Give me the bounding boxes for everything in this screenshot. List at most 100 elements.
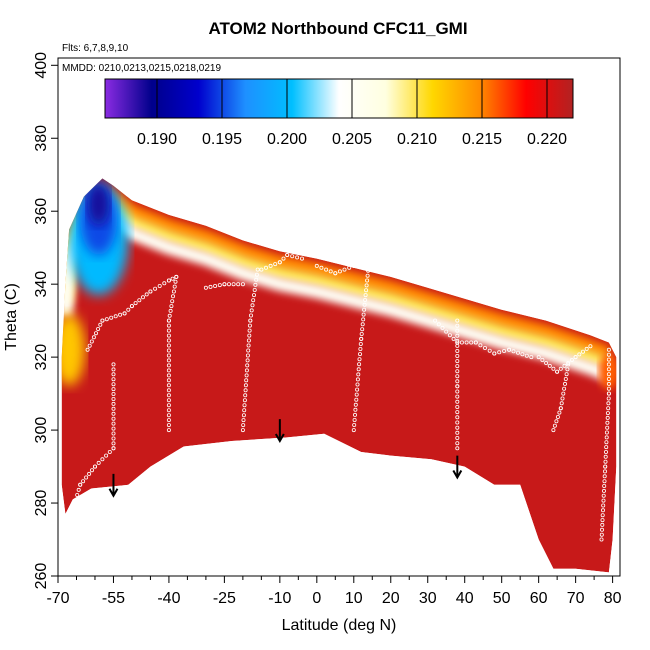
track-point [171,289,176,294]
track-point [606,376,611,381]
track-point [362,302,367,307]
track-point [601,498,606,503]
track-point [600,522,605,527]
track-point [173,279,178,284]
track-point [365,278,370,283]
track-point [96,326,101,331]
colorbar-tick-label: 0.215 [462,131,502,148]
track-point [547,363,552,368]
y-tick-label: 400 [33,52,50,79]
track-point [600,527,605,532]
track-point [81,479,86,484]
track-point [361,312,366,317]
track-point [455,425,460,430]
x-tick-label: 40 [456,590,474,607]
track-point [605,425,610,430]
track-point [248,313,253,318]
track-point [107,449,112,454]
track-point [122,311,127,316]
track-point [111,382,116,387]
track-point [551,366,556,371]
y-axis-label: Theta (C) [3,283,20,351]
chart-title: ATOM2 Northbound CFC11_GMI [208,19,467,38]
track-point [113,314,118,319]
track-point [100,457,105,462]
track-point [251,298,256,303]
track-point [109,315,114,320]
field-core [61,178,617,573]
track-point [601,503,606,508]
track-point [502,348,507,353]
track-point [455,348,460,353]
track-point [166,428,171,433]
track-point [277,260,282,265]
track-point [118,312,123,317]
track-point [433,318,438,323]
colorbar-gradient [104,78,574,119]
track-point [244,368,249,373]
x-tick-label: 50 [493,590,511,607]
track-point [600,518,605,523]
track-point [557,410,562,415]
y-tick-label: 320 [33,344,50,371]
track-point [455,379,460,384]
track-point [166,338,171,343]
track-point [166,328,171,333]
track-point [603,454,608,459]
track-point [606,381,611,386]
track-point [168,308,173,313]
track-point [170,276,175,281]
track-point [388,267,393,272]
track-point [606,357,611,362]
colorbar-tick-label: 0.205 [332,131,372,148]
track-point [358,346,363,351]
track-point [111,396,116,401]
track-point [242,403,247,408]
track-point [337,269,342,274]
track-point [255,267,260,272]
track-point [347,265,352,270]
track-point [459,340,464,345]
track-point [166,378,171,383]
track-point [166,353,171,358]
track-point [111,446,116,451]
track-point [455,446,460,451]
track-point [85,347,90,352]
track-point [328,269,333,274]
x-tick-label: -40 [157,590,180,607]
track-point [603,459,608,464]
track-point [324,267,329,272]
track-point [444,329,449,334]
track-point [364,288,369,293]
track-point [455,333,460,338]
track-point [604,445,609,450]
track-point [91,335,96,340]
heatmap-field [61,178,617,573]
track-point [104,453,109,458]
track-point [359,336,364,341]
track-point [354,392,359,397]
track-point [246,348,251,353]
track-point [166,403,171,408]
track-point [455,353,460,358]
track-point [166,348,171,353]
track-point [166,408,171,413]
y-tick-label: 280 [33,490,50,517]
track-point [104,317,109,322]
track-point [357,357,362,362]
track-point [352,412,357,417]
track-point [70,508,75,513]
track-point [203,285,208,290]
track-point [606,386,611,391]
track-point [536,355,541,360]
track-point [524,353,529,358]
track-point [455,435,460,440]
x-tick-label: 0 [312,590,321,607]
track-point [247,333,252,338]
track-point [552,423,557,428]
track-point [455,359,460,364]
track-point [111,372,116,377]
colorbar-tick-label: 0.195 [202,131,242,148]
track-point [588,344,593,349]
track-point [170,299,175,304]
